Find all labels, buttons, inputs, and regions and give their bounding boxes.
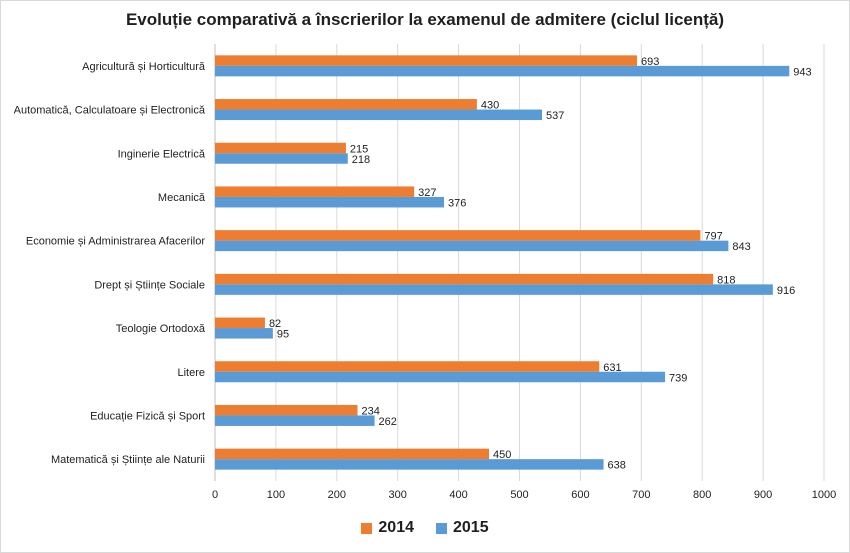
data-label-2015: 376: [448, 197, 466, 209]
bar-2015: [215, 109, 543, 121]
data-label-2015: 943: [793, 66, 811, 78]
category-label: Educație Fizică și Sport: [90, 410, 205, 422]
category-label: Mecanică: [158, 192, 206, 204]
x-tick-label: 400: [449, 489, 467, 501]
data-label-2014: 693: [641, 56, 659, 68]
data-label-2014: 797: [704, 231, 722, 243]
data-label-2015: 262: [379, 416, 397, 428]
data-label-2014: 82: [269, 318, 281, 330]
bar-2015: [215, 415, 375, 426]
x-tick-label: 600: [571, 489, 589, 501]
bar-2014: [215, 448, 490, 460]
category-label: Inginerie Electrică: [118, 148, 206, 160]
legend-label-2014: 2014: [378, 519, 414, 536]
data-label-2014: 818: [717, 274, 735, 286]
legend-swatch-2015: [436, 522, 447, 534]
data-label-2015: 95: [277, 329, 289, 341]
bar-2015: [215, 240, 729, 252]
bar-2015: [215, 196, 444, 208]
category-label: Drept și Științe Sociale: [94, 279, 205, 291]
bar-2014: [215, 186, 415, 197]
chart-title: Evoluție comparativă a înscrierilor la e…: [125, 10, 725, 29]
bar-2014: [215, 404, 358, 416]
x-tick-label: 100: [267, 489, 285, 501]
category-label: Teologie Ortodoxă: [116, 323, 206, 335]
data-label-2014: 631: [603, 362, 621, 374]
category-label: Matematică și Științe ale Naturii: [51, 454, 205, 466]
bar-2014: [215, 142, 346, 154]
category-label: Litere: [177, 367, 205, 379]
bar-2014: [215, 317, 265, 329]
bar-2014: [215, 273, 714, 285]
bar-2014: [215, 55, 638, 66]
legend-item-2015: 2015: [436, 519, 489, 537]
x-tick-label: 900: [754, 489, 772, 501]
x-tick-label: 800: [693, 489, 711, 501]
data-label-2014: 215: [350, 143, 368, 155]
bar-2015: [215, 153, 348, 164]
x-tick-label: 1000: [812, 489, 836, 501]
data-label-2015: 638: [608, 460, 626, 472]
bar-2014: [215, 361, 600, 372]
category-label: Agricultură și Horticultură: [82, 61, 206, 73]
bar-2015: [215, 459, 604, 470]
bar-2015: [215, 65, 790, 77]
x-tick-label: 500: [510, 489, 528, 501]
bar-2014: [215, 99, 477, 110]
bar-2015: [215, 328, 273, 339]
data-label-2014: 234: [362, 405, 380, 417]
legend-swatch-2014: [361, 522, 373, 534]
x-tick-label: 300: [389, 489, 407, 501]
x-tick-label: 0: [212, 489, 218, 501]
bar-2015: [215, 284, 773, 295]
data-label-2015: 218: [352, 154, 370, 166]
bar-2014: [215, 230, 701, 241]
data-label-2015: 916: [777, 285, 795, 297]
legend-label-2015: 2015: [453, 519, 489, 536]
data-label-2015: 537: [546, 110, 564, 122]
category-label: Economie și Administrarea Afacerilor: [26, 236, 205, 248]
chart-legend: 2014 2015: [0, 519, 850, 537]
data-label-2014: 430: [481, 100, 499, 112]
legend-item-2014: 2014: [361, 519, 414, 537]
data-label-2014: 327: [418, 187, 436, 199]
category-label: Automatică, Calculatoare și Electronică: [14, 105, 206, 117]
data-label-2014: 450: [493, 449, 511, 461]
bar-2015: [215, 371, 666, 383]
data-label-2015: 739: [669, 372, 687, 384]
x-tick-label: 700: [632, 489, 650, 501]
data-label-2015: 843: [732, 241, 750, 253]
x-tick-label: 200: [328, 489, 346, 501]
